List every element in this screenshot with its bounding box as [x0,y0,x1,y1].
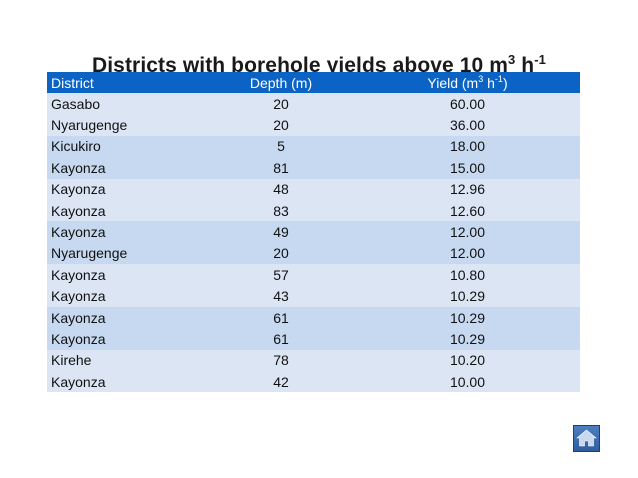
table-row: Kicukiro 5 18.00 [47,135,580,158]
table-row: Kayonza 83 12.60 [47,199,580,222]
table-row: Nyarugenge 20 12.00 [47,242,580,265]
cell-yield: 18.00 [449,138,486,155]
cell-depth: 61 [273,330,289,347]
cell-district: Kicukiro [51,138,101,155]
cell-depth: 5 [277,138,285,155]
home-button[interactable] [573,425,600,452]
cell-depth: 20 [273,117,289,134]
column-header-yield: Yield (m3 h-1) [355,72,580,93]
yield-header-prefix: Yield (m [427,74,479,91]
cell-district: Kayonza [51,202,106,219]
cell-district: Kayonza [51,224,106,241]
table-row: Kayonza 61 10.29 [47,328,580,350]
table-row: Kirehe 78 10.20 [47,349,580,372]
cell-depth: 48 [273,181,289,198]
title-unit-exponent-2: -1 [534,52,547,68]
yield-header-exponent: 3 [478,73,484,84]
cell-yield: 10.29 [449,288,486,305]
cell-district: Gasabo [51,95,101,112]
title-unit-exponent: 3 [508,52,516,68]
home-icon [576,429,597,447]
cell-depth: 20 [273,95,289,112]
cell-district: Kayonza [51,330,106,347]
table-row: Kayonza 49 12.00 [47,221,580,243]
cell-yield: 12.96 [449,181,486,198]
slide-title: Districts with borehole yields above 10 … [0,52,638,78]
table-row: Kayonza 61 10.29 [47,306,580,329]
cell-depth: 43 [273,288,289,305]
title-text: Districts with borehole yields above 10 … [91,54,509,78]
title-unit-h: h [515,54,535,78]
yield-header-exponent-2: -1 [494,73,503,84]
table-row: Kayonza 57 10.80 [47,264,580,286]
cell-depth: 83 [273,202,289,219]
cell-district: Kayonza [51,159,106,176]
cell-yield: 10.80 [449,266,486,283]
cell-district: Kirehe [51,352,92,369]
cell-yield: 36.00 [449,117,486,134]
cell-yield: 12.60 [449,202,486,219]
cell-depth: 61 [273,309,289,326]
cell-yield: 12.00 [449,245,486,262]
table-body: Gasabo 20 60.00 Nyarugenge 20 36.00 Kicukiro 5 1… [47,93,580,393]
cell-yield: 10.29 [449,309,486,326]
cell-yield: 10.20 [449,352,486,369]
table-row: Kayonza 81 15.00 [47,157,580,179]
column-header-depth: Depth (m) [249,74,313,91]
borehole-table-container: District Depth (m) Yield (m3 h-1) Gasabo… [47,72,580,393]
cell-depth: 20 [273,245,289,262]
cell-yield: 10.00 [449,373,486,390]
cell-yield: 10.29 [449,330,486,347]
cell-depth: 57 [273,266,289,283]
cell-district: Kayonza [51,309,106,326]
cell-depth: 81 [273,159,289,176]
table-row: Gasabo 20 60.00 [47,93,580,115]
cell-district: Kayonza [51,373,106,390]
cell-depth: 78 [273,352,289,369]
table-row: Kayonza 48 12.96 [47,178,580,200]
cell-yield: 12.00 [449,224,486,241]
table-row: Kayonza 42 10.00 [47,371,580,393]
yield-header-suffix: ) [502,74,508,91]
cell-district: Nyarugenge [51,117,128,134]
table-row: Nyarugenge 20 36.00 [47,114,580,136]
yield-header-h: h [483,74,495,91]
column-header-district: District [51,74,94,91]
borehole-yield-table: District Depth (m) Yield (m3 h-1) Gasabo… [47,72,580,393]
cell-district: Nyarugenge [51,245,128,262]
table-header-row: District Depth (m) Yield (m3 h-1) [47,72,580,93]
cell-depth: 49 [273,224,289,241]
cell-district: Kayonza [51,266,106,283]
cell-depth: 42 [273,373,289,390]
cell-yield: 60.00 [449,95,486,112]
cell-yield: 15.00 [449,159,486,176]
cell-district: Kayonza [51,288,106,305]
cell-district: Kayonza [51,181,106,198]
table-row: Kayonza 43 10.29 [47,285,580,307]
